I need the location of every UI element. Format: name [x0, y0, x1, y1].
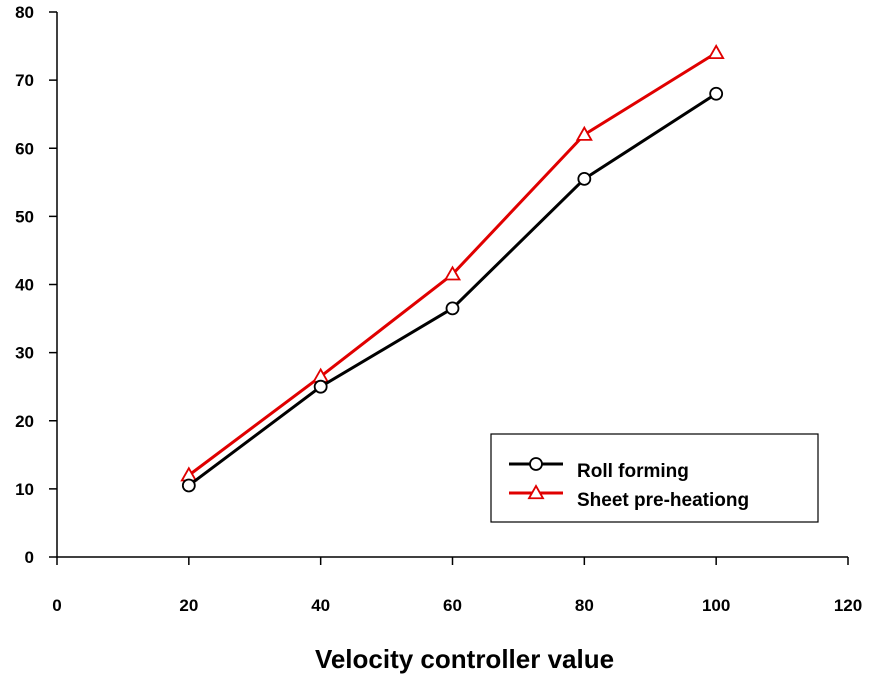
- y-tick-label: 50: [15, 207, 34, 226]
- legend-marker: [529, 457, 543, 471]
- x-tick-label: 100: [702, 596, 730, 615]
- legend-box: [490, 433, 819, 523]
- x-axis-title: Velocity controller value: [315, 644, 614, 674]
- legend: Roll forming Sheet pre-heationg: [490, 433, 819, 523]
- legend-label: Sheet pre-heationg: [577, 490, 749, 511]
- data-point: [575, 125, 593, 141]
- y-tick-label: 80: [15, 3, 34, 22]
- data-point: [181, 478, 196, 493]
- data-point: [709, 86, 724, 101]
- y-tick-label: 60: [15, 139, 34, 158]
- y-tick-label: 10: [15, 480, 34, 499]
- x-tick-label: 0: [52, 596, 61, 615]
- series-line: [187, 51, 717, 477]
- x-tick-label: 60: [443, 596, 462, 615]
- series-triangle: [180, 44, 725, 482]
- data-point: [313, 379, 328, 394]
- axes: 0 20 40 60 80 100 120 0 10 20 30 40 50 60 70 80: [15, 3, 862, 615]
- y-tick-label: 0: [25, 548, 34, 567]
- x-ticks: 0 20 40 60 80 100 120: [52, 557, 862, 615]
- y-tick-label: 20: [15, 412, 34, 431]
- y-tick-label: 70: [15, 71, 34, 90]
- x-tick-label: 20: [179, 596, 198, 615]
- series-layer: [180, 44, 725, 493]
- data-point: [443, 265, 462, 281]
- data-point: [577, 172, 592, 186]
- y-ticks: 0 10 20 30 40 50 60 70 80: [15, 3, 57, 567]
- series-circle: [181, 86, 724, 493]
- y-tick-label: 40: [15, 276, 34, 295]
- series-line: [187, 92, 717, 487]
- data-point: [707, 44, 725, 60]
- y-tick-label: 30: [15, 344, 34, 363]
- data-point: [445, 301, 460, 316]
- x-tick-label: 80: [575, 596, 594, 615]
- x-tick-label: 120: [834, 596, 862, 615]
- legend-label: Roll forming: [577, 461, 689, 482]
- x-tick-label: 40: [311, 596, 330, 615]
- legend-marker: [527, 484, 545, 500]
